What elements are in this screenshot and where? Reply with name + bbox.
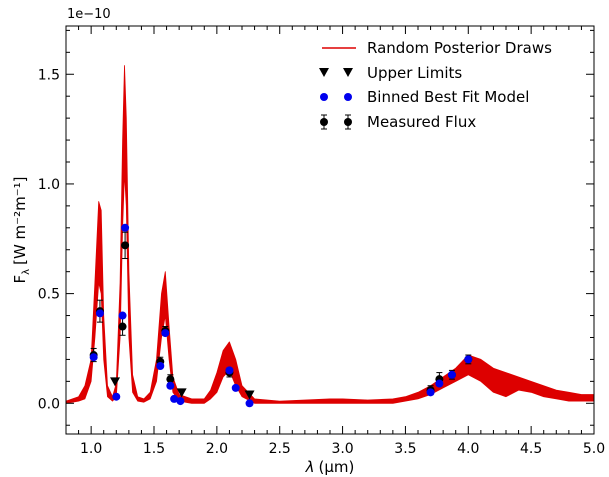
x-axis-label: λ (μm)	[305, 458, 355, 476]
y-offset-label: 1e−10	[67, 7, 111, 22]
x-tick-label-4: 3.0	[331, 441, 353, 457]
x-tick-label-6: 4.0	[457, 441, 479, 457]
binned-model-point-11	[231, 383, 240, 392]
posterior-draws	[65, 65, 595, 404]
binned-best-fit-model	[89, 223, 473, 408]
upper-limit-point-2	[244, 390, 255, 400]
legend-measured-marker-1	[320, 114, 328, 130]
legend-posterior-label: Random Posterior Draws	[367, 39, 552, 57]
y-tick-label-0: 0.0	[38, 396, 60, 412]
legend-binned-marker-2	[344, 93, 352, 101]
binned-model-point-14	[435, 379, 444, 388]
binned-model-point-7	[166, 381, 175, 390]
binned-model-point-8	[170, 394, 179, 403]
y-axis-label-subscript: λ	[21, 269, 32, 275]
binned-model-point-6	[161, 329, 170, 338]
binned-model-point-16	[464, 355, 473, 364]
x-axis-label-symbol: λ	[305, 458, 315, 476]
legend-measured-marker-2	[344, 114, 352, 130]
binned-model-point-2	[112, 392, 121, 401]
binned-model-point-5	[156, 362, 165, 370]
x-axis-label-unit: (μm)	[319, 458, 355, 476]
y-axis-label-unit: [W m⁻²m⁻¹]	[11, 177, 29, 265]
y-axis-label-main: F	[11, 275, 29, 284]
legend-measured-label: Measured Flux	[367, 113, 476, 131]
binned-model-point-10	[225, 366, 234, 375]
binned-model-point-1	[95, 309, 104, 318]
binned-model-point-4	[121, 223, 130, 232]
x-tick-label-2: 2.0	[206, 441, 228, 457]
binned-model-point-3	[118, 311, 127, 320]
y-tick-label-2: 1.0	[38, 177, 60, 193]
y-tick-label-1: 0.5	[38, 287, 60, 303]
binned-model-point-13	[426, 388, 435, 397]
x-axis-ticks: 1.0 1.5 2.0 2.5 3.0 3.5 4.0 4.5 5.0	[78, 26, 605, 457]
legend: Random Posterior Draws Upper Limits Binn…	[319, 39, 552, 131]
x-tick-label-8: 5.0	[583, 441, 605, 457]
upper-limits	[110, 377, 255, 400]
legend-binned-label: Binned Best Fit Model	[367, 88, 529, 106]
upper-limit-point-1	[176, 388, 187, 398]
binned-model-point-9	[176, 397, 185, 406]
upper-limit-point-0	[110, 377, 121, 387]
x-tick-label-1: 1.5	[143, 441, 165, 457]
x-tick-label-3: 2.5	[269, 441, 291, 457]
binned-model-point-12	[245, 399, 254, 408]
posterior-band	[65, 65, 595, 404]
measured-flux-point-3	[121, 231, 130, 260]
legend-upper-marker-2	[343, 68, 353, 77]
legend-upper-marker-1	[319, 68, 329, 77]
legend-binned-marker-1	[320, 93, 328, 101]
measured-flux	[89, 231, 473, 396]
plot-area	[65, 65, 595, 408]
legend-upper-label: Upper Limits	[367, 64, 462, 82]
y-axis-label: Fλ [W m⁻²m⁻¹]	[11, 177, 32, 284]
x-tick-label-7: 4.5	[520, 441, 542, 457]
y-tick-label-3: 1.5	[38, 67, 60, 83]
x-tick-label-0: 1.0	[80, 441, 102, 457]
binned-model-point-15	[447, 370, 456, 379]
y-axis-ticks: 0.0 0.5 1.0 1.5	[38, 29, 594, 426]
binned-model-point-0	[89, 353, 98, 362]
x-tick-label-5: 3.5	[394, 441, 416, 457]
